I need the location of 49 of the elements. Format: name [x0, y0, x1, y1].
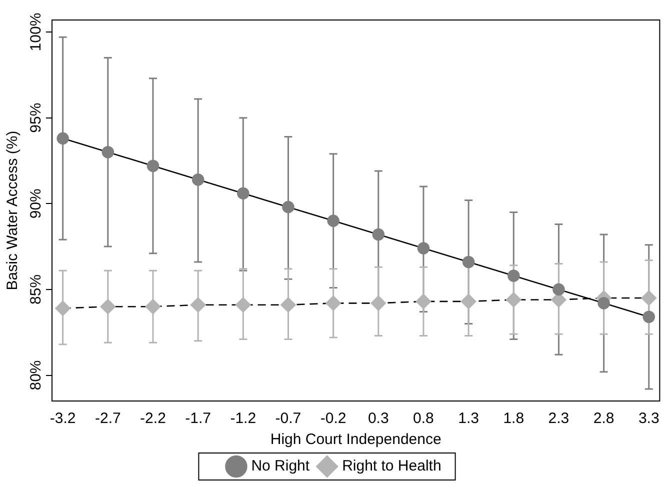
point — [102, 146, 114, 158]
point — [327, 214, 340, 227]
point — [326, 296, 341, 311]
point — [552, 283, 565, 296]
x-tick-label: -0.7 — [275, 410, 302, 428]
point — [598, 297, 610, 310]
point — [462, 256, 475, 268]
point — [460, 294, 476, 310]
point — [416, 294, 432, 310]
x-tick-label: 0.3 — [368, 410, 389, 428]
x-tick-label: 3.3 — [638, 410, 660, 428]
y-tick-label: 95% — [28, 102, 45, 133]
x-tick-label: -2.2 — [140, 410, 166, 428]
point — [235, 297, 251, 313]
x-tick-label: 0.8 — [413, 410, 434, 428]
point — [146, 160, 160, 172]
x-axis-title: High Court Independence — [270, 431, 442, 448]
y-axis-title: Basic Water Access (%) — [4, 130, 22, 290]
point — [506, 292, 522, 308]
x-tick-label: 1.3 — [458, 410, 479, 428]
point — [370, 296, 386, 311]
point — [282, 200, 294, 214]
point — [280, 297, 296, 313]
x-tick-label: -3.2 — [50, 410, 76, 428]
y-tick-label: 80% — [28, 360, 45, 390]
point — [417, 242, 430, 254]
y-tick-label: 85% — [28, 274, 45, 304]
point — [56, 132, 69, 145]
point — [192, 173, 204, 186]
legend-label: No Right — [251, 458, 310, 475]
point — [145, 298, 161, 314]
point — [190, 297, 206, 313]
x-tick-label: -1.7 — [185, 410, 211, 428]
point — [642, 310, 656, 324]
legend-label: Right to Health — [342, 458, 442, 475]
x-tick-label: 1.8 — [503, 410, 524, 428]
point — [372, 228, 385, 241]
point — [641, 290, 657, 306]
point — [236, 187, 250, 200]
point — [507, 270, 520, 282]
x-tick-label: 2.8 — [593, 410, 614, 428]
x-tick-label: 2.3 — [548, 410, 570, 428]
point — [100, 298, 116, 314]
x-tick-label: -2.7 — [94, 410, 121, 428]
y-tick-label: 100% — [28, 12, 45, 52]
x-tick-label: -1.2 — [230, 410, 256, 428]
x-tick-label: -0.2 — [320, 410, 346, 428]
y-tick-label: 90% — [28, 188, 45, 219]
point — [55, 300, 70, 316]
